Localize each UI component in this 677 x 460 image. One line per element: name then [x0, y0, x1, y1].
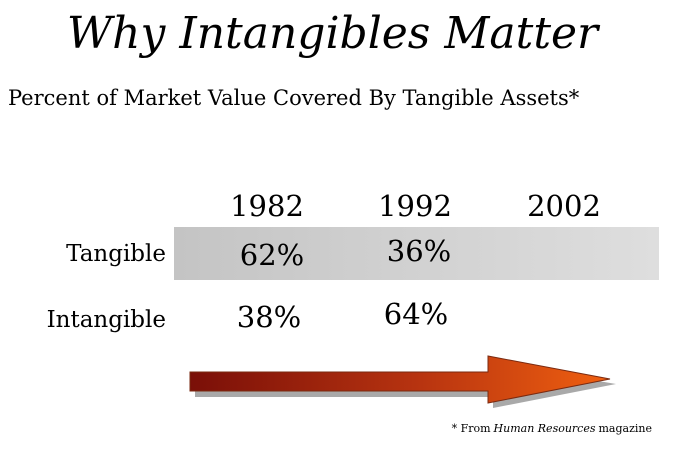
footnote-prefix: * From: [451, 422, 491, 435]
column-header-1982: 1982: [230, 189, 304, 223]
cell-intangible-1982: 38%: [236, 300, 302, 334]
tangible-row-band: [174, 227, 659, 280]
column-header-2002: 2002: [527, 189, 601, 223]
source-footnote: * From Human Resources magazine: [452, 422, 652, 436]
slide-title: Why Intangibles Matter: [66, 8, 599, 59]
slide-subtitle: Percent of Market Value Covered By Tangi…: [8, 86, 580, 110]
row-label-intangible: Intangible: [46, 307, 166, 333]
cell-tangible-1992: 36%: [386, 234, 452, 268]
time-arrow-icon: [189, 355, 616, 408]
cell-tangible-1982: 62%: [239, 238, 305, 272]
row-label-tangible: Tangible: [66, 241, 166, 267]
footnote-suffix: magazine: [598, 422, 653, 435]
column-header-1992: 1992: [378, 189, 452, 223]
cell-intangible-1992: 64%: [383, 297, 449, 331]
footnote-source: Human Resources: [493, 422, 596, 435]
